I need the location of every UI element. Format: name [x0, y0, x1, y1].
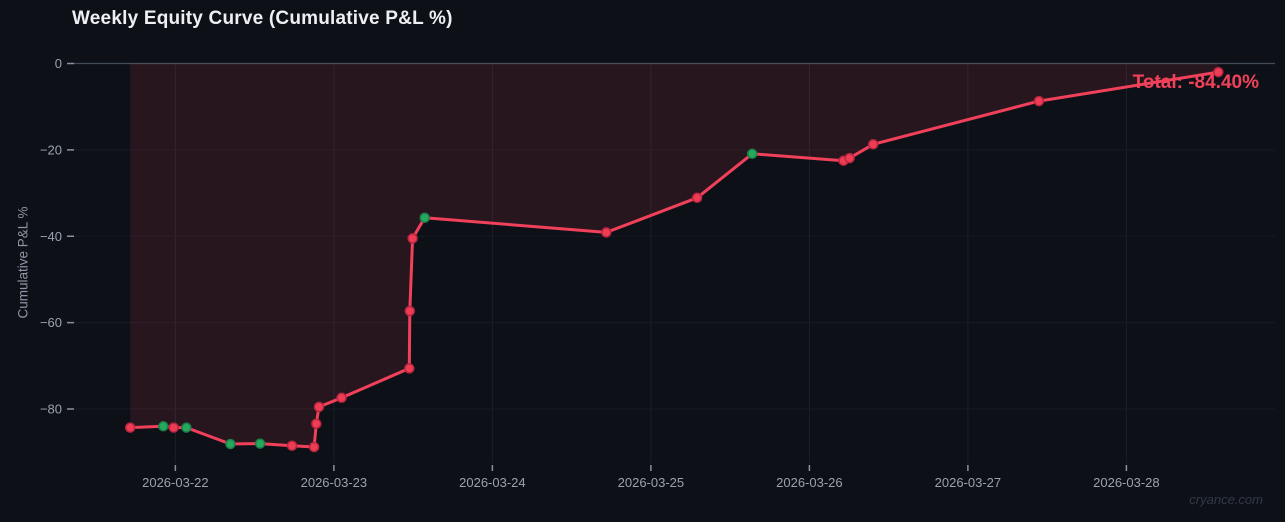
x-tick-label: 2026-03-22	[142, 475, 209, 490]
data-point-marker[interactable]	[254, 438, 266, 449]
x-tick-label: 2026-03-26	[776, 475, 843, 490]
data-point-marker[interactable]	[407, 233, 418, 244]
watermark: cryance.com	[1189, 492, 1263, 507]
data-point-marker[interactable]	[336, 392, 347, 404]
data-point-marker[interactable]	[311, 418, 322, 429]
data-point-marker[interactable]	[225, 438, 236, 450]
data-point-marker[interactable]	[168, 422, 179, 433]
data-point-marker[interactable]	[124, 422, 136, 433]
x-tick-label: 2026-03-24	[459, 475, 526, 490]
y-tick-label: −40	[40, 229, 62, 244]
data-point-marker[interactable]	[746, 148, 758, 160]
data-point-marker[interactable]	[308, 441, 320, 453]
data-point-marker[interactable]	[313, 401, 325, 413]
data-point-marker[interactable]	[404, 363, 415, 374]
data-point-marker[interactable]	[867, 139, 879, 150]
data-point-marker[interactable]	[1033, 95, 1045, 107]
total-annotation: Total: -84.40%	[1132, 72, 1259, 93]
y-tick-label: −60	[40, 315, 62, 330]
y-tick-label: −20	[40, 142, 62, 157]
data-point-marker[interactable]	[181, 422, 192, 433]
x-tick-label: 2026-03-27	[935, 475, 1002, 490]
area-fill	[130, 63, 1219, 447]
data-point-marker[interactable]	[601, 227, 612, 238]
y-axis-title: Cumulative P&L %	[15, 206, 31, 319]
data-point-marker[interactable]	[844, 152, 855, 164]
data-point-marker[interactable]	[404, 305, 416, 317]
data-point-marker[interactable]	[1213, 66, 1224, 78]
y-tick-label: 0	[55, 56, 62, 71]
chart-title: Weekly Equity Curve (Cumulative P&L %)	[72, 8, 453, 29]
x-tick-label: 2026-03-25	[618, 475, 685, 490]
data-point-marker[interactable]	[158, 421, 169, 432]
data-point-marker[interactable]	[691, 192, 703, 204]
y-tick-label: −80	[40, 402, 62, 417]
data-point-marker[interactable]	[286, 440, 298, 451]
data-point-marker[interactable]	[419, 212, 430, 223]
x-tick-label: 2026-03-23	[301, 475, 368, 490]
x-tick-label: 2026-03-28	[1093, 475, 1160, 490]
